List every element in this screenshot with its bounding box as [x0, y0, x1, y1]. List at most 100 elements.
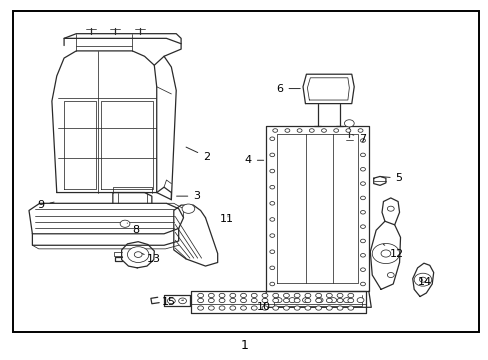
- Circle shape: [360, 211, 365, 214]
- Circle shape: [219, 306, 224, 310]
- Circle shape: [208, 293, 214, 298]
- Circle shape: [347, 293, 353, 298]
- Circle shape: [419, 277, 426, 282]
- Circle shape: [294, 293, 300, 298]
- Circle shape: [315, 298, 321, 303]
- Circle shape: [208, 298, 214, 303]
- Circle shape: [294, 298, 300, 303]
- Circle shape: [360, 167, 365, 171]
- Circle shape: [240, 293, 246, 298]
- Circle shape: [316, 298, 323, 303]
- Circle shape: [356, 298, 363, 303]
- Circle shape: [336, 293, 342, 298]
- Circle shape: [360, 282, 365, 286]
- Circle shape: [344, 120, 353, 127]
- Circle shape: [357, 129, 362, 132]
- Circle shape: [229, 293, 235, 298]
- Circle shape: [197, 306, 203, 310]
- Circle shape: [127, 247, 149, 262]
- Circle shape: [413, 273, 431, 286]
- Circle shape: [360, 139, 365, 142]
- Circle shape: [360, 225, 365, 228]
- Text: 8: 8: [127, 223, 139, 235]
- Circle shape: [333, 129, 338, 132]
- Circle shape: [197, 293, 203, 298]
- Circle shape: [229, 306, 235, 310]
- Circle shape: [182, 204, 194, 213]
- Circle shape: [269, 250, 274, 253]
- Circle shape: [329, 298, 336, 303]
- Circle shape: [269, 153, 274, 157]
- Circle shape: [262, 298, 267, 303]
- Text: 4: 4: [244, 155, 263, 165]
- Circle shape: [345, 129, 350, 132]
- Circle shape: [360, 239, 365, 243]
- Circle shape: [240, 306, 246, 310]
- Circle shape: [178, 298, 186, 304]
- Circle shape: [386, 206, 393, 211]
- Circle shape: [380, 250, 390, 257]
- Circle shape: [272, 298, 278, 303]
- Circle shape: [283, 306, 289, 310]
- Circle shape: [251, 298, 257, 303]
- Circle shape: [360, 196, 365, 200]
- Circle shape: [262, 306, 267, 310]
- Circle shape: [275, 298, 282, 303]
- Text: 15: 15: [162, 297, 183, 307]
- Circle shape: [251, 293, 257, 298]
- Circle shape: [272, 306, 278, 310]
- Circle shape: [315, 293, 321, 298]
- Circle shape: [269, 137, 274, 140]
- Circle shape: [120, 220, 130, 227]
- Text: 12: 12: [383, 244, 403, 258]
- Circle shape: [283, 293, 289, 298]
- Circle shape: [297, 129, 302, 132]
- Circle shape: [269, 202, 274, 205]
- Circle shape: [326, 306, 331, 310]
- Circle shape: [305, 293, 310, 298]
- Text: 6: 6: [276, 84, 300, 94]
- Circle shape: [371, 243, 399, 264]
- Circle shape: [269, 218, 274, 221]
- Circle shape: [262, 293, 267, 298]
- Circle shape: [360, 153, 365, 157]
- Circle shape: [272, 293, 278, 298]
- Circle shape: [167, 298, 175, 304]
- Circle shape: [347, 306, 353, 310]
- Circle shape: [305, 306, 310, 310]
- Circle shape: [326, 293, 331, 298]
- Circle shape: [269, 169, 274, 173]
- Circle shape: [219, 298, 224, 303]
- Circle shape: [326, 298, 331, 303]
- Circle shape: [315, 306, 321, 310]
- Text: 2: 2: [185, 147, 210, 162]
- Circle shape: [360, 253, 365, 257]
- Circle shape: [302, 298, 309, 303]
- Circle shape: [269, 266, 274, 270]
- Circle shape: [386, 273, 393, 278]
- Circle shape: [336, 306, 342, 310]
- Circle shape: [197, 298, 203, 303]
- Circle shape: [229, 298, 235, 303]
- Text: 3: 3: [176, 191, 200, 201]
- Circle shape: [283, 298, 289, 303]
- Text: 9: 9: [38, 200, 54, 210]
- Circle shape: [309, 129, 314, 132]
- Text: 11: 11: [220, 215, 234, 224]
- Circle shape: [305, 298, 310, 303]
- Circle shape: [343, 298, 349, 303]
- Text: 14: 14: [417, 277, 431, 287]
- Circle shape: [272, 129, 277, 132]
- Circle shape: [219, 293, 224, 298]
- Text: 10: 10: [256, 302, 270, 312]
- Circle shape: [294, 306, 300, 310]
- Text: 1: 1: [240, 339, 248, 352]
- Circle shape: [208, 306, 214, 310]
- Circle shape: [269, 282, 274, 286]
- Bar: [13, 12, 478, 332]
- Text: 13: 13: [142, 253, 161, 264]
- Circle shape: [251, 306, 257, 310]
- Circle shape: [347, 298, 353, 303]
- Circle shape: [134, 252, 142, 257]
- Circle shape: [360, 182, 365, 185]
